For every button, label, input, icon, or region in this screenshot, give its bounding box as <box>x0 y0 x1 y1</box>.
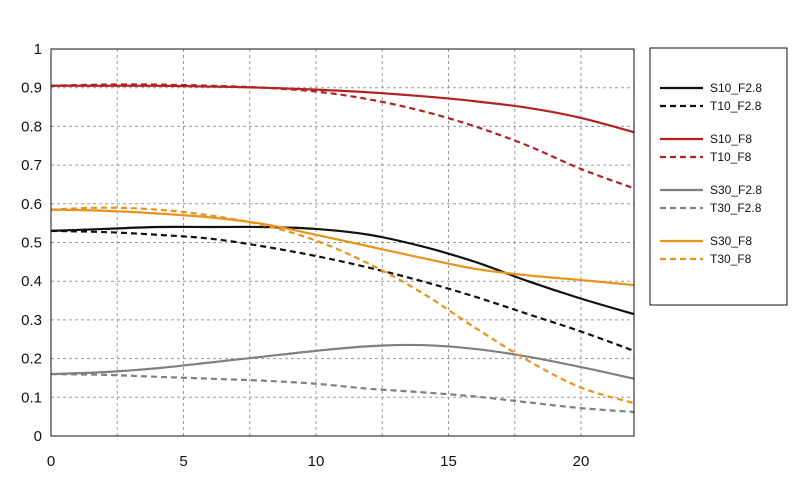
gridlines <box>51 49 634 436</box>
y-tick-label: 0.5 <box>21 235 42 252</box>
legend-label-t10-f2-8: T10_F2.8 <box>710 99 762 113</box>
y-tick-label: 0.9 <box>21 80 42 97</box>
y-tick-label: 0.8 <box>21 118 42 135</box>
series-line-s30-f8 <box>50 208 635 287</box>
y-tick-label: 1 <box>34 41 42 58</box>
legend-label-t10-f8: T10_F8 <box>710 150 752 164</box>
y-tick-label: 0.1 <box>21 389 42 406</box>
y-tick-label: 0.7 <box>21 157 42 174</box>
x-tick-label: 10 <box>308 453 325 470</box>
series-line-t30-f8 <box>50 206 635 405</box>
plot-area-frame <box>50 48 635 437</box>
y-tick-label: 0.3 <box>21 312 42 329</box>
legend-label-s10-f2-8: S10_F2.8 <box>710 81 762 95</box>
series-line-t30-f2-8 <box>50 372 635 414</box>
series-line-t10-f2-8 <box>50 229 635 352</box>
y-tick-label: 0.6 <box>21 196 42 213</box>
legend: S10_F2.8 T10_F2.8 S10_F8 T10_F8 S30_F2.8 T30_… <box>649 47 788 306</box>
legend-box <box>649 47 788 306</box>
legend-label-t30-f2-8: T30_F2.8 <box>710 201 762 215</box>
series-line-t10-f8 <box>50 83 635 190</box>
y-tick-label: 0.4 <box>21 273 42 290</box>
x-tick-label: 5 <box>179 453 187 470</box>
series-lines <box>50 83 635 414</box>
legend-label-s30-f8: S30_F8 <box>710 234 752 248</box>
x-axis-ticks: 0 5 10 15 20 <box>47 453 590 470</box>
legend-label-s30-f2-8: S30_F2.8 <box>710 183 762 197</box>
x-tick-label: 0 <box>47 453 55 470</box>
legend-label-t30-f8: T30_F8 <box>710 252 752 266</box>
series-line-s10-f2-8 <box>50 225 635 316</box>
series-line-s10-f8 <box>50 84 635 134</box>
x-tick-label: 20 <box>573 453 590 470</box>
legend-label-s10-f8: S10_F8 <box>710 132 752 146</box>
y-axis-ticks: 0 0.1 0.2 0.3 0.4 0.5 0.6 0.7 0.8 0.9 1 <box>21 41 42 445</box>
y-tick-label: 0 <box>34 428 42 445</box>
series-line-s30-f2-8 <box>50 343 635 380</box>
x-tick-label: 15 <box>440 453 457 470</box>
y-tick-label: 0.2 <box>21 351 42 368</box>
